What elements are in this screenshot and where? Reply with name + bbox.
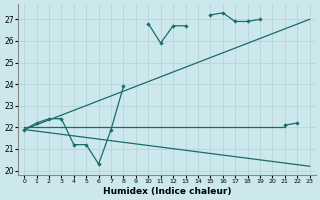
X-axis label: Humidex (Indice chaleur): Humidex (Indice chaleur) bbox=[103, 187, 231, 196]
